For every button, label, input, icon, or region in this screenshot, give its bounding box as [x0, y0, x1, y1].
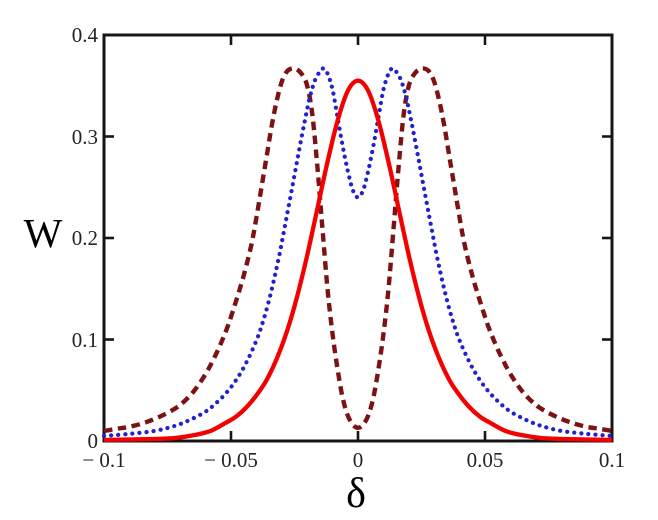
x-tick-label: − 0.1 — [82, 448, 126, 472]
curve-dotted-double-peak — [101, 66, 615, 438]
x-axis-title: δ — [346, 471, 366, 517]
x-tick-label: 0.1 — [598, 448, 626, 472]
curve-dashed-double-peak — [103, 66, 613, 434]
y-tick-label: 0.3 — [71, 125, 98, 149]
y-tick-label: 0.1 — [71, 328, 98, 352]
y-tick-label: 0.4 — [71, 23, 98, 47]
plot-frame — [102, 33, 614, 443]
y-tick-label: 0.2 — [71, 226, 98, 250]
curve-solid-single-peak — [103, 78, 613, 443]
y-axis-title: W — [23, 210, 63, 256]
y-tick-label: 0 — [87, 429, 99, 453]
x-tick-label: 0.05 — [466, 448, 504, 472]
x-tick-label: 0 — [352, 448, 364, 472]
x-tick-label: − 0.05 — [204, 448, 258, 472]
